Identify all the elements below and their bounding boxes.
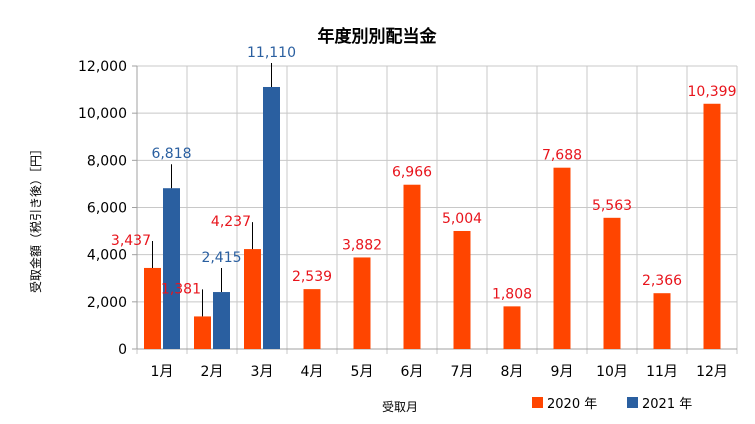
y-tick-label: 12,000	[78, 59, 127, 75]
data-label: 2,366	[642, 273, 682, 289]
legend-label: 2021 年	[642, 397, 692, 412]
y-tick-labels: 0 2,000 4,000 6,000 8,000 10,000 12,000	[78, 59, 127, 358]
bar-2020	[453, 230, 471, 349]
bar-2021	[213, 292, 230, 349]
bar-2020	[703, 103, 721, 349]
bar-2020	[503, 306, 521, 349]
x-tick-label: 4月	[301, 364, 324, 380]
bar-2021	[163, 188, 180, 349]
y-tick-label: 10,000	[78, 106, 127, 122]
x-tick-label: 3月	[251, 364, 274, 380]
data-label: 7,688	[542, 148, 582, 164]
x-tick-label: 7月	[451, 364, 474, 380]
data-label: 3,882	[342, 237, 382, 253]
leader-lines	[152, 62, 272, 317]
data-label: 11,110	[247, 45, 296, 61]
bar-2020	[353, 257, 371, 349]
data-label: 6,818	[151, 146, 191, 162]
x-tick-label: 5月	[351, 364, 374, 380]
bar-2020	[194, 316, 211, 349]
data-label: 4,237	[211, 214, 251, 230]
data-label: 5,563	[592, 198, 632, 214]
x-tick-label: 11月	[646, 364, 678, 380]
data-label: 6,966	[392, 165, 432, 181]
bar-2020	[653, 293, 671, 349]
data-label: 3,437	[111, 233, 151, 249]
data-label: 1,381	[161, 281, 201, 297]
x-tick-labels: 1月 2月 3月 4月 5月 6月 7月 8月 9月 10月 11月 12月	[151, 364, 728, 380]
y-tick-label: 4,000	[87, 248, 127, 264]
y-tick-label: 6,000	[87, 201, 127, 217]
data-label: 10,399	[688, 84, 737, 100]
bar-2020	[553, 167, 571, 349]
data-label: 1,808	[492, 286, 532, 302]
legend-swatch-2020	[532, 397, 543, 408]
x-tick-label: 2月	[201, 364, 224, 380]
bars	[144, 86, 721, 349]
data-label: 2,415	[201, 250, 241, 266]
x-tick-label: 6月	[401, 364, 424, 380]
grid-lines	[132, 65, 738, 354]
bar-2020	[244, 249, 261, 349]
x-tick-label: 1月	[151, 364, 174, 380]
y-axis-label: 受取金額（税引き後）［円］	[28, 143, 43, 293]
x-tick-label: 12月	[696, 364, 728, 380]
data-label: 2,539	[292, 269, 332, 285]
legend-swatch-2021	[627, 397, 638, 408]
x-tick-label: 8月	[501, 364, 524, 380]
bar-2020	[403, 184, 421, 349]
x-tick-label: 10月	[596, 364, 628, 380]
y-tick-label: 0	[118, 342, 127, 358]
x-axis-label: 受取月	[382, 400, 418, 414]
bar-2020	[303, 289, 321, 349]
bar-2020	[144, 267, 161, 349]
legend-label: 2020 年	[547, 397, 597, 412]
data-label: 5,004	[442, 211, 482, 227]
bar-2021	[263, 86, 280, 349]
y-tick-label: 8,000	[87, 153, 127, 169]
y-tick-label: 2,000	[87, 295, 127, 311]
legend: 2020 年 2021 年	[532, 397, 692, 412]
x-tick-label: 9月	[551, 364, 574, 380]
bar-2020	[603, 217, 621, 349]
chart-title: 年度別別配当金	[318, 26, 438, 47]
